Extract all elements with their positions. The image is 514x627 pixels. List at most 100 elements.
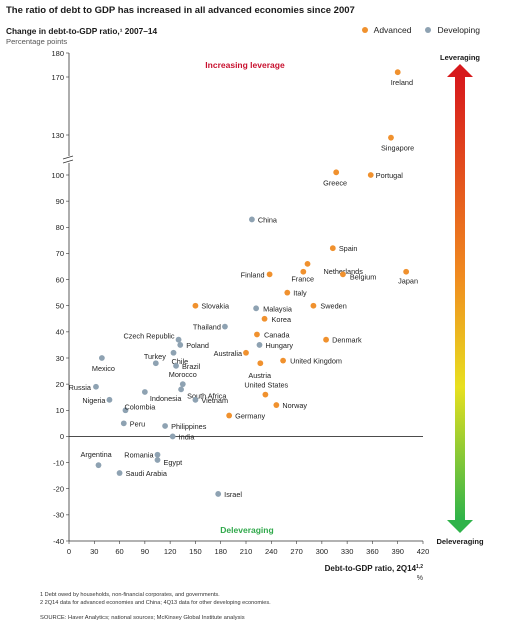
x-tick-label: 240 xyxy=(265,547,278,556)
point-label-malaysia: Malaysia xyxy=(263,304,293,313)
point-austria xyxy=(257,360,264,367)
point-china xyxy=(249,216,255,223)
point-argentina xyxy=(95,462,102,469)
point-label-italy: Italy xyxy=(293,289,307,298)
y-tick-label: 20 xyxy=(56,380,64,389)
y-tick-label: 60 xyxy=(56,275,64,284)
point-italy xyxy=(284,289,291,296)
x-tick-label: 390 xyxy=(391,547,404,556)
point-spain xyxy=(329,245,336,252)
point-label-ireland: Ireland xyxy=(391,78,413,87)
point-australia xyxy=(243,349,249,356)
point-slovakia xyxy=(192,302,199,309)
leverage-gradient-bar xyxy=(455,77,465,520)
point-label-vietnam: Vietnam xyxy=(201,396,228,405)
point-label-chile: Chile xyxy=(172,357,189,366)
chart-subtitle: Change in debt-to-GDP ratio,¹ 2007–14 xyxy=(6,26,157,36)
point-czech-republic xyxy=(175,336,182,343)
point-label-israel: Israel xyxy=(224,490,242,499)
point-label-peru: Peru xyxy=(130,419,145,428)
y-tick-label: 40 xyxy=(56,328,64,337)
point-label-colombia: Colombia xyxy=(124,402,156,411)
deleveraging-bar-label: Deleveraging xyxy=(436,537,484,546)
point-belgium xyxy=(340,271,346,278)
point-singapore xyxy=(388,134,394,141)
y-tick-label: -10 xyxy=(53,458,64,467)
point-saudi-arabia xyxy=(116,470,123,476)
y-tick-label: 90 xyxy=(56,197,64,206)
x-tick-label: 0 xyxy=(67,547,71,556)
point-label-korea: Korea xyxy=(272,315,292,324)
scatter-chart: -40 -30 -20 -10 0 10 20 30 40 50 60 70 80 90 100 130 170… xyxy=(51,49,484,582)
point-label-mexico: Mexico xyxy=(92,364,115,373)
point-label-finland: Finland xyxy=(241,270,265,279)
y-tick-label: 180 xyxy=(51,49,64,58)
x-tick-label: 90 xyxy=(141,547,149,556)
point-label-austria: Austria xyxy=(248,371,272,380)
point-label-denmark: Denmark xyxy=(332,336,362,345)
point-malaysia xyxy=(253,305,260,312)
point-sweden xyxy=(310,302,317,309)
point-label-brazil: Brazil xyxy=(182,362,201,371)
point-label-belgium: Belgium xyxy=(350,272,376,281)
point-nigeria xyxy=(106,396,113,403)
y-tick-label: 80 xyxy=(56,223,64,232)
point-label-norway: Norway xyxy=(282,401,307,410)
y-tick-label: 30 xyxy=(56,354,64,363)
point-portugal xyxy=(367,172,374,178)
point-label-spain: Spain xyxy=(339,244,358,253)
point-label-greece: Greece xyxy=(323,178,347,187)
footnote-2: 2 2Q14 data for advanced economies and C… xyxy=(40,600,271,606)
point-morocco xyxy=(179,381,186,388)
point-thailand xyxy=(222,323,228,330)
point-greece xyxy=(333,169,340,176)
x-tick-label: 270 xyxy=(290,547,303,556)
y-tick-label: 10 xyxy=(56,406,64,415)
x-tick-label: 360 xyxy=(366,547,379,556)
y-tick-label: 100 xyxy=(51,171,64,180)
point-south-africa xyxy=(178,386,185,393)
point-label-germany: Germany xyxy=(235,412,265,421)
y-tick-label: -20 xyxy=(53,485,64,494)
point-label-united-kingdom: United Kingdom xyxy=(290,357,342,366)
point-hungary xyxy=(256,342,263,348)
point-turkey xyxy=(152,360,159,367)
point-poland xyxy=(177,342,184,348)
y-tick-label: -40 xyxy=(53,537,64,546)
point-label-slovakia: Slovakia xyxy=(201,302,230,311)
point-label-china: China xyxy=(258,215,278,224)
point-norway xyxy=(273,402,280,408)
point-finland xyxy=(266,271,273,278)
x-axis-label: Debt-to-GDP ratio, 2Q141,2 xyxy=(325,564,424,573)
point-united-states xyxy=(262,391,269,398)
point-japan xyxy=(403,268,410,275)
x-tick-label: 300 xyxy=(316,547,329,556)
x-tick-label: 150 xyxy=(189,547,202,556)
subtitle-text: Change in debt-to-GDP ratio,¹ 2007–14 xyxy=(6,26,158,36)
y-tick-label: 70 xyxy=(56,249,64,258)
point-label-australia: Australia xyxy=(214,349,243,358)
point-label-russia: Russia xyxy=(69,383,92,392)
point-label-argentina: Argentina xyxy=(81,450,113,459)
x-tick-label: 30 xyxy=(90,547,98,556)
x-tick-label: 420 xyxy=(417,547,430,556)
axis-break-mark xyxy=(62,159,74,164)
point-vietnam xyxy=(192,396,199,403)
point-peru xyxy=(120,420,127,427)
y-tick-label: 130 xyxy=(51,131,64,140)
point-russia xyxy=(93,383,99,390)
point-romania xyxy=(154,451,161,458)
point-label-canada: Canada xyxy=(264,330,291,339)
point-brazil xyxy=(173,362,179,369)
legend: Advanced Developing xyxy=(361,25,480,35)
legend-dot-developing-icon xyxy=(425,27,432,33)
point-label-thailand: Thailand xyxy=(193,323,221,332)
y-axis-unit: Percentage points xyxy=(6,37,68,46)
point-label-sweden: Sweden xyxy=(320,302,346,311)
point-ireland xyxy=(394,69,401,76)
x-axis-label-superscript: 1,2 xyxy=(416,564,423,570)
point-united-kingdom xyxy=(280,357,286,364)
point-label-portugal: Portugal xyxy=(376,171,404,180)
point-label-south-africa: South Africa xyxy=(187,391,227,400)
point-korea xyxy=(261,315,268,322)
